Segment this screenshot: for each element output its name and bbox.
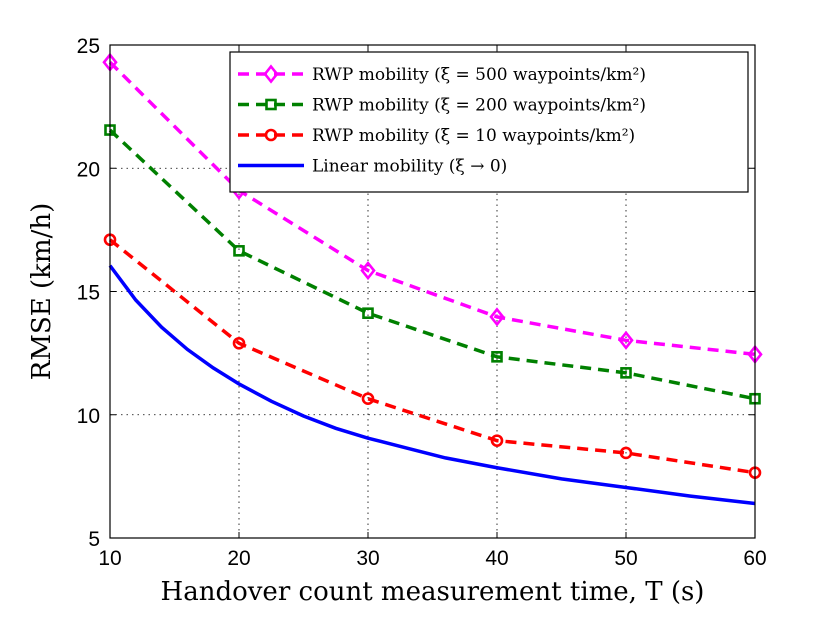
data-point-circle — [619, 446, 633, 460]
legend-entry: RWP mobility (ξ = 10 waypoints/km²) — [238, 126, 635, 146]
legend-label: Linear mobility (ξ → 0) — [312, 157, 507, 177]
x-tick-label: 10 — [98, 547, 121, 570]
y-tick-label: 5 — [88, 528, 100, 551]
series-line — [108, 238, 756, 475]
data-point-circle — [490, 434, 504, 447]
data-point-square — [491, 351, 503, 363]
legend-entry: RWP mobility (ξ = 500 waypoints/km²) — [238, 64, 646, 85]
legend-entry: Linear mobility (ξ → 0) — [238, 157, 507, 177]
x-tick-label: 30 — [356, 547, 379, 570]
x-tick-label: 60 — [743, 547, 766, 570]
x-tick-label: 40 — [485, 547, 508, 570]
series-2 — [104, 124, 761, 405]
x-axis-title: Handover count measurement time, T (s) — [161, 577, 705, 607]
data-point-diamond — [618, 330, 634, 350]
legend-marker — [264, 128, 278, 142]
legend-marker — [263, 64, 279, 84]
data-point-diamond — [489, 307, 505, 327]
legend-label: RWP mobility (ξ = 10 waypoints/km²) — [312, 126, 635, 146]
y-tick-label: 20 — [77, 158, 100, 181]
legend-entry: RWP mobility (ξ = 200 waypoints/km²) — [238, 96, 646, 116]
x-tick-label: 50 — [614, 547, 637, 570]
y-tick-label: 25 — [77, 35, 100, 58]
data-point-circle — [232, 336, 246, 350]
data-point-square — [362, 307, 374, 319]
series-line — [108, 264, 756, 506]
legend-box — [229, 51, 749, 193]
legend-label: RWP mobility (ξ = 200 waypoints/km²) — [312, 96, 646, 116]
y-tick-label: 15 — [77, 282, 100, 305]
y-axis-title: RMSE (km/h) — [27, 203, 57, 380]
series-3 — [103, 233, 762, 479]
series-4 — [108, 264, 756, 506]
legend: RWP mobility (ξ = 500 waypoints/km²) RWP … — [229, 51, 749, 193]
x-tick-label: 20 — [227, 547, 250, 570]
series-line — [108, 61, 756, 357]
data-point-circle — [361, 392, 375, 406]
data-point-square — [620, 367, 632, 379]
data-point-square — [233, 245, 245, 257]
legend-marker — [265, 98, 277, 111]
legend-label: RWP mobility (ξ = 500 waypoints/km²) — [312, 65, 646, 85]
series-line — [108, 128, 756, 401]
y-tick-label: 10 — [77, 405, 100, 428]
data-point-diamond — [360, 260, 376, 281]
